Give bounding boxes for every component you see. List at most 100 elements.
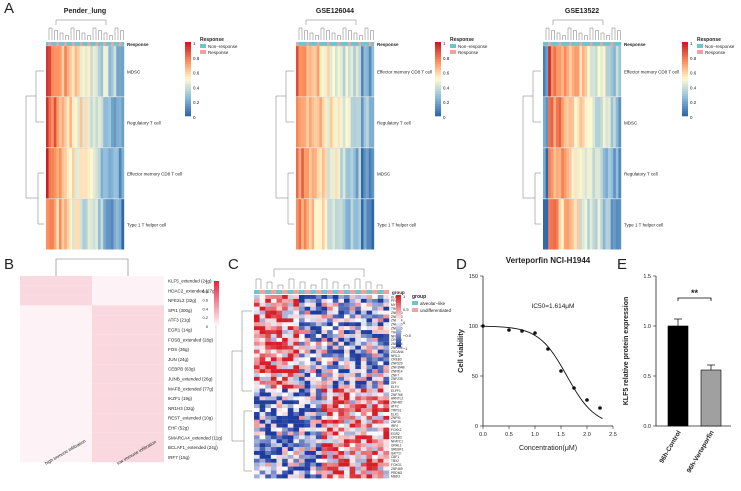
heatmap-cell — [372, 310, 378, 315]
heatmap-cell — [92, 364, 164, 374]
heatmap-cell — [344, 396, 350, 401]
colorbar-segment — [214, 283, 219, 286]
heatmap-cell — [259, 361, 266, 366]
heatmap-cell — [615, 148, 619, 199]
heatmap-cell — [344, 380, 350, 385]
heatmap-cell — [276, 302, 283, 307]
heatmap-cell — [315, 458, 322, 463]
heatmap-row-label: MDSC — [127, 70, 141, 75]
heatmap-cell — [550, 97, 554, 148]
response-annotation-cell — [597, 42, 601, 46]
heatmap-cell — [282, 361, 288, 366]
heatmap-cell — [310, 369, 317, 374]
colorbar-segment — [435, 42, 441, 45]
heatmap-cell — [92, 46, 96, 97]
dendrogram-branch — [342, 27, 347, 40]
heatmap-cell — [321, 388, 328, 393]
heatmap-cell — [344, 295, 350, 299]
heatmap-cell — [366, 470, 373, 475]
heatmap-cell — [282, 298, 288, 303]
heatmap-cell — [276, 466, 283, 471]
heatmap-cell — [282, 306, 288, 311]
heatmap-cell — [304, 341, 311, 346]
heatmap-cell — [372, 427, 378, 432]
heatmap-cell — [589, 97, 593, 148]
gene-label: EGR2 — [391, 432, 400, 436]
column-dendrogram — [55, 258, 129, 276]
group-annotation-cell — [287, 290, 294, 294]
heatmap-cell — [383, 447, 390, 452]
heatmap-cell — [344, 369, 350, 374]
heatmap-cell — [383, 400, 390, 405]
heatmap-cell — [287, 412, 294, 416]
response-annotation-cell — [69, 42, 73, 46]
gene-label: ZNF394B — [391, 366, 405, 370]
heatmap-cell — [304, 361, 311, 366]
heatmap-cell — [265, 388, 272, 393]
heatmap-cell — [383, 435, 390, 440]
y-tick-label: 0.5 — [643, 374, 651, 380]
heatmap-cell — [372, 302, 378, 307]
heatmap-cell — [282, 302, 288, 307]
colorbar-tick: 0.8 — [443, 56, 450, 61]
colorbar-segment — [682, 42, 688, 45]
colorbar-segment — [682, 101, 688, 104]
panel-b-heatmap: KLF5_extended (24g)HDAC2_extended (27g)N… — [20, 258, 223, 466]
heatmap-cell — [383, 474, 390, 479]
heatmap-cell — [355, 451, 362, 455]
heatmap-cell — [310, 415, 317, 420]
heatmap-cell — [270, 314, 277, 319]
heatmap-cell — [372, 396, 378, 401]
heatmap-cell — [372, 419, 378, 424]
dendrogram-branch — [365, 281, 372, 289]
heatmap-cell — [315, 454, 322, 459]
heatmap-cell — [310, 295, 317, 299]
heatmap-cell — [372, 322, 378, 327]
heatmap-cell — [304, 306, 311, 311]
heatmap-cell — [584, 199, 588, 250]
heatmap-cell — [344, 404, 350, 409]
heatmap-cell — [338, 337, 345, 342]
regulon-label: KLF5_extended (24g) — [168, 279, 212, 284]
heatmap-cell — [310, 392, 317, 397]
heatmap-cell — [360, 451, 367, 455]
heatmap-row-label: Regulatory T cell — [624, 172, 658, 177]
heatmap-cell — [366, 357, 373, 362]
heatmap-cell — [618, 199, 622, 250]
heatmap-cell — [299, 447, 305, 452]
response-annotation-cell — [66, 42, 70, 46]
heatmap-cell — [287, 326, 294, 331]
heatmap-cell — [383, 318, 390, 323]
heatmap-cell — [377, 443, 384, 448]
heatmap-cell — [358, 46, 362, 97]
heatmap-cell — [304, 310, 311, 315]
heatmap-row-label: Type 1 T helper cell — [127, 223, 166, 228]
heatmap-cell — [299, 408, 305, 413]
heatmap-cell — [113, 46, 117, 97]
heatmap-cell — [332, 341, 339, 346]
heatmap-cell — [77, 97, 80, 148]
colorbar-segment — [435, 69, 441, 72]
heatmap-cell — [360, 298, 367, 303]
heatmap-cell — [344, 353, 350, 358]
heatmap-cell — [566, 46, 570, 97]
heatmap-cell — [332, 415, 339, 420]
heatmap-cell — [87, 199, 91, 250]
heatmap-cell — [282, 384, 288, 389]
heatmap-cell — [327, 361, 333, 366]
legend-label: undifferentiated — [420, 308, 451, 313]
heatmap-cell — [556, 199, 559, 250]
heatmap-cell — [372, 318, 378, 323]
colorbar-segment — [185, 54, 191, 58]
heatmap-cell — [265, 404, 272, 409]
colorbar-segment — [396, 323, 401, 327]
heatmap-cell — [310, 408, 317, 413]
heatmap-cell — [310, 380, 317, 385]
heatmap-cell — [587, 46, 590, 97]
heatmap-cell — [322, 97, 325, 148]
heatmap-cell — [584, 148, 588, 199]
heatmap-cell — [304, 322, 311, 327]
heatmap-cell — [355, 376, 362, 381]
group-annotation-cell — [327, 290, 333, 294]
heatmap-cell — [270, 341, 277, 346]
